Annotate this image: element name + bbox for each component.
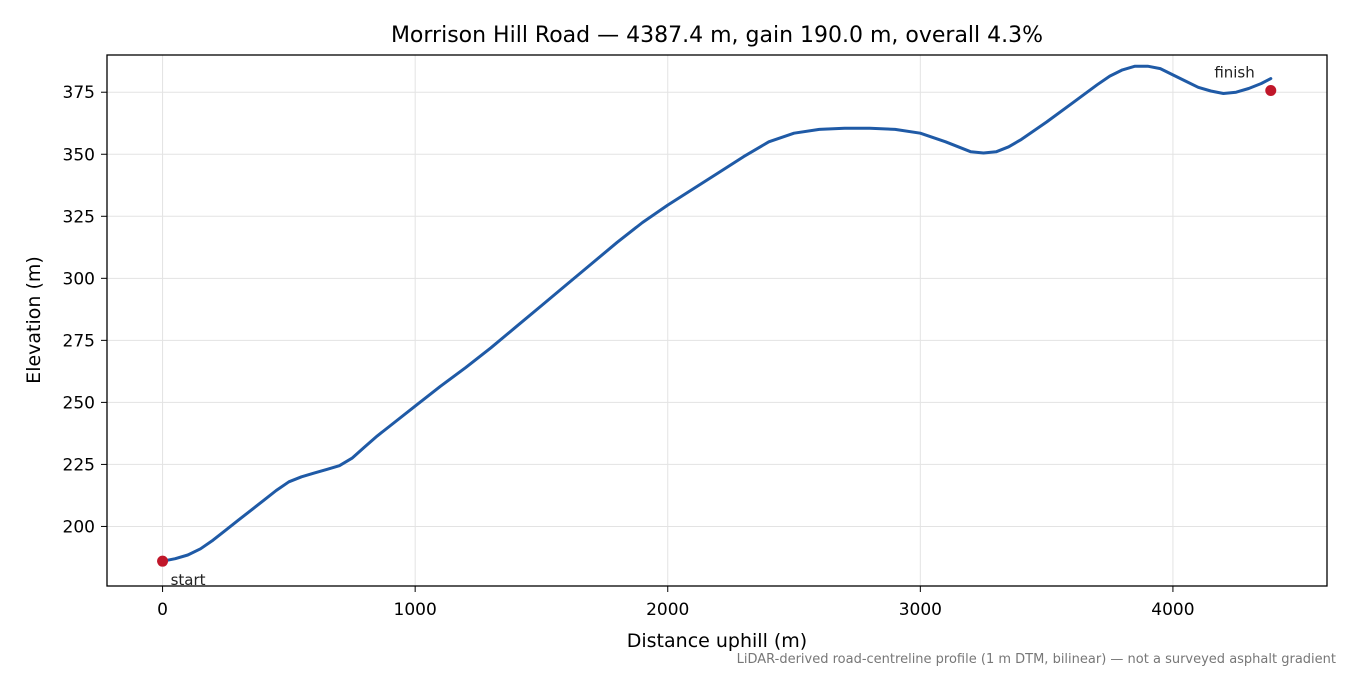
- x-tick-label: 0: [157, 600, 168, 620]
- y-tick-label: 325: [63, 207, 95, 227]
- y-tick-label: 225: [63, 455, 95, 475]
- start-label: start: [171, 571, 206, 589]
- y-tick-label: 375: [63, 83, 95, 103]
- y-axis-label: Elevation (m): [23, 256, 45, 384]
- markers-group: start finish: [157, 63, 1277, 589]
- elevation-profile-line: [161, 64, 1273, 563]
- start-marker: [157, 555, 169, 567]
- y-tick-label: 350: [63, 145, 95, 165]
- x-tick-label: 1000: [394, 600, 437, 620]
- grid-lines: [107, 55, 1327, 586]
- y-tick-label: 200: [63, 517, 95, 537]
- finish-label: finish: [1214, 63, 1254, 81]
- x-tick-label: 2000: [646, 600, 689, 620]
- x-tick-label: 4000: [1151, 600, 1194, 620]
- x-axis-label: Distance uphill (m): [627, 630, 807, 652]
- chart-title: Morrison Hill Road — 4387.4 m, gain 190.…: [391, 23, 1043, 48]
- plot-frame: [106, 54, 1328, 587]
- y-tick-label: 300: [63, 269, 95, 289]
- y-tick-label: 250: [63, 393, 95, 413]
- y-tick-label: 275: [63, 331, 95, 351]
- finish-marker: [1265, 84, 1277, 96]
- x-tick-label: 3000: [899, 600, 942, 620]
- source-note: LiDAR-derived road-centreline profile (1…: [736, 652, 1336, 667]
- series-group: [161, 64, 1273, 563]
- axis-ticks: 0 1000 2000 3000 4000 200 225 250 275 300 325 350 37…: [63, 83, 1195, 620]
